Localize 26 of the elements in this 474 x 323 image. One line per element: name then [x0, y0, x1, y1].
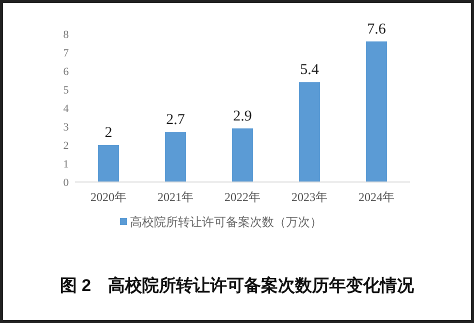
x-tick-label: 2023年 — [292, 190, 328, 204]
data-label: 2 — [104, 125, 112, 141]
y-tick-label: 4 — [63, 103, 70, 115]
data-label: 5.4 — [300, 62, 320, 78]
bar — [165, 132, 186, 182]
x-tick-label: 2021年 — [158, 190, 194, 204]
x-tick-label: 2022年 — [224, 190, 260, 204]
y-tick-label: 8 — [63, 29, 70, 41]
x-tick-label: 2024年 — [358, 190, 394, 204]
y-tick-label: 0 — [63, 177, 70, 189]
y-tick-label: 1 — [63, 158, 69, 170]
y-tick-label: 6 — [63, 66, 70, 78]
y-tick-label: 7 — [63, 48, 70, 60]
text: 图 2 高校院所转让许可备案次数历年变化情况 — [60, 275, 416, 295]
y-tick-label: 5 — [63, 84, 70, 96]
data-label: 2.7 — [166, 112, 186, 128]
data-label: 7.6 — [367, 21, 386, 38]
bar — [366, 41, 387, 182]
bar — [232, 128, 253, 182]
data-label: 2.9 — [233, 108, 252, 124]
y-tick-label: 2 — [63, 140, 69, 152]
legend-label: 高校院所转让许可备案次数（万次） — [130, 215, 322, 229]
x-tick-label: 2020年 — [90, 190, 126, 204]
bar — [299, 82, 320, 182]
y-tick-label: 3 — [63, 122, 70, 134]
bar — [98, 145, 119, 182]
